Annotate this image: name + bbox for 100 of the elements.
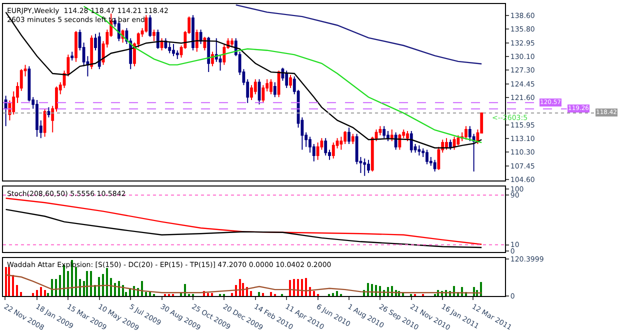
candlestick bbox=[192, 14, 194, 51]
candlestick bbox=[433, 159, 436, 172]
bar bbox=[59, 275, 61, 296]
candlestick bbox=[148, 14, 152, 38]
bar bbox=[47, 293, 49, 296]
candlestick bbox=[270, 78, 272, 95]
candlestick bbox=[406, 130, 409, 142]
candlestick bbox=[144, 14, 148, 33]
bar bbox=[231, 293, 233, 296]
bar bbox=[313, 291, 315, 296]
candlestick bbox=[316, 142, 320, 160]
bar bbox=[262, 293, 264, 296]
bar bbox=[114, 283, 116, 296]
candlestick bbox=[452, 136, 456, 150]
candlestick bbox=[324, 138, 328, 156]
line-series bbox=[5, 274, 482, 294]
bar bbox=[90, 271, 92, 296]
candlestick bbox=[258, 78, 261, 105]
candlestick bbox=[199, 29, 202, 45]
bar bbox=[149, 292, 151, 296]
candlestick bbox=[74, 30, 78, 62]
bar bbox=[110, 278, 112, 296]
bar bbox=[293, 279, 295, 296]
bar bbox=[250, 291, 252, 296]
bar bbox=[289, 280, 291, 296]
bar bbox=[20, 292, 22, 296]
bar bbox=[16, 285, 18, 296]
candlestick bbox=[363, 158, 366, 176]
candlestick bbox=[332, 142, 335, 159]
bar bbox=[102, 274, 104, 296]
bar bbox=[32, 293, 34, 296]
bar bbox=[79, 279, 81, 296]
candlestick bbox=[351, 133, 354, 144]
bar bbox=[36, 290, 38, 296]
bar bbox=[258, 292, 260, 296]
bar bbox=[51, 279, 53, 296]
bar bbox=[332, 293, 334, 296]
line-series bbox=[5, 198, 482, 245]
candlestick bbox=[394, 132, 398, 150]
candlestick bbox=[410, 130, 413, 154]
candlestick bbox=[382, 126, 386, 139]
bar bbox=[336, 291, 338, 296]
bar bbox=[297, 279, 299, 296]
candlestick bbox=[367, 159, 370, 174]
candlestick bbox=[464, 126, 468, 140]
candlestick bbox=[47, 106, 50, 118]
candlestick bbox=[211, 51, 214, 67]
candlestick bbox=[445, 138, 448, 150]
bar bbox=[86, 271, 88, 296]
candlestick bbox=[277, 70, 280, 98]
bar bbox=[301, 279, 303, 296]
bar bbox=[305, 278, 307, 296]
bar bbox=[270, 292, 272, 296]
candlestick bbox=[195, 29, 198, 52]
candlestick bbox=[285, 70, 288, 88]
candlestick bbox=[117, 20, 120, 42]
candlestick bbox=[156, 29, 160, 50]
bar bbox=[480, 282, 482, 296]
bar bbox=[40, 287, 42, 296]
candlestick bbox=[168, 42, 172, 54]
bar bbox=[242, 283, 244, 296]
bar bbox=[118, 281, 120, 296]
candlestick bbox=[207, 36, 210, 73]
candlestick bbox=[390, 129, 394, 142]
bar bbox=[94, 285, 96, 296]
line-series bbox=[5, 208, 482, 248]
candlestick bbox=[70, 51, 74, 61]
bar bbox=[8, 267, 10, 296]
bar bbox=[402, 293, 404, 296]
candlestick bbox=[448, 139, 452, 150]
candlestick bbox=[36, 100, 38, 138]
candlestick bbox=[426, 149, 428, 165]
bar bbox=[145, 292, 147, 296]
candlestick bbox=[348, 127, 350, 144]
candlestick bbox=[90, 34, 94, 70]
bar bbox=[44, 290, 46, 296]
line-series bbox=[235, 4, 482, 64]
candlestick bbox=[386, 130, 390, 142]
bar bbox=[67, 271, 69, 296]
candlestick bbox=[4, 95, 8, 127]
bar bbox=[55, 279, 57, 296]
candlestick bbox=[289, 74, 292, 88]
bar bbox=[98, 277, 100, 296]
candlestick bbox=[230, 38, 234, 48]
candlestick bbox=[203, 36, 206, 51]
bar bbox=[211, 293, 213, 296]
candlestick bbox=[160, 38, 164, 51]
bar bbox=[106, 268, 108, 296]
bar bbox=[141, 281, 143, 296]
candlestick bbox=[398, 133, 402, 150]
bar bbox=[12, 275, 14, 296]
candlestick bbox=[456, 134, 460, 146]
bar bbox=[5, 267, 7, 296]
bar bbox=[239, 279, 241, 296]
bar bbox=[391, 286, 393, 296]
bar bbox=[71, 260, 73, 296]
bar bbox=[371, 284, 373, 296]
bar bbox=[63, 265, 65, 296]
bar bbox=[184, 284, 186, 296]
candlestick bbox=[172, 44, 175, 57]
